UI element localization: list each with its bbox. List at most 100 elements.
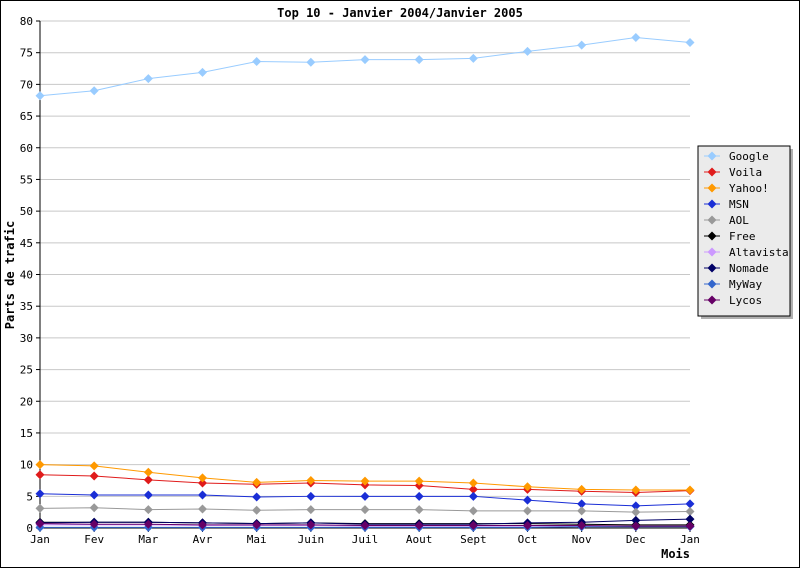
data-point [577,520,587,530]
data-point [252,520,262,530]
y-tick-label: 60 [20,142,33,155]
legend-swatch-marker [707,295,717,305]
data-point [414,520,424,530]
data-point [143,505,153,515]
data-point [631,501,641,511]
data-point [414,55,424,65]
legend-label: Nomade [729,262,769,275]
data-point [306,475,316,485]
data-point [685,499,695,509]
legend-swatch-marker [707,279,717,289]
data-point [523,506,532,516]
data-point [631,515,641,525]
data-point [631,32,641,42]
legend-swatch-marker [707,167,717,177]
data-point [198,67,207,77]
data-point [523,482,532,492]
y-tick-label: 75 [20,47,33,60]
grid-lines [40,20,690,529]
data-point [468,53,478,63]
y-tick-label: 5 [26,490,33,503]
data-point [252,57,262,67]
data-point [35,519,45,529]
data-point [89,519,99,529]
y-tick-label: 65 [20,110,33,123]
legend-swatch-marker [707,151,717,161]
data-point [89,461,99,471]
y-tick-label: 45 [20,237,33,250]
series-google [35,32,695,101]
data-point [685,521,695,531]
data-point [631,521,641,531]
data-point [360,476,370,486]
data-point [414,491,424,501]
data-point [631,485,641,495]
series-msn [35,489,695,511]
y-tick-label: 0 [26,522,33,535]
legend-label: Yahoo! [729,182,769,195]
data-point [198,520,207,530]
data-point [306,520,316,530]
y-tick-label: 70 [20,78,33,91]
data-point [143,519,153,529]
y-axis-label: Parts de trafic [3,221,17,329]
data-point [360,491,370,501]
data-point [577,40,587,50]
data-point [685,507,695,517]
chart-title: Top 10 - Janvier 2004/Janvier 2005 [277,6,523,20]
y-tick-label: 50 [20,205,33,218]
x-axis-ticks: Jan Fev Mar Avr Mai Juin Juil Aout Sept Oct Nov Dec… [30,528,700,546]
y-tick-label: 20 [20,395,33,408]
series-lycos [35,519,695,531]
y-tick-label: 10 [20,459,33,472]
data-point [89,86,99,96]
legend-label: MSN [729,198,749,211]
data-point [685,485,695,495]
data-point [577,499,587,509]
x-tick-label: Jan [30,533,50,546]
legend-label: Voila [729,166,762,179]
x-tick-label: Juil [352,533,379,546]
x-tick-label: Jan [680,533,700,546]
x-tick-label: Aout [406,533,433,546]
data-point [143,475,153,485]
data-point [252,492,262,502]
x-tick-label: Nov [572,533,592,546]
legend-label: Google [729,150,769,163]
data-point [143,74,153,84]
legend-label: Altavista [729,246,789,259]
legend-label: MyWay [729,278,762,291]
x-axis-label: Mois [661,547,690,561]
data-point [414,476,424,486]
legend-swatch-marker [707,247,717,257]
y-tick-label: 55 [20,173,33,186]
data-point [685,514,695,524]
y-tick-label: 30 [20,332,33,345]
data-point [414,505,424,515]
data-point [252,505,262,515]
x-tick-label: Mar [138,533,158,546]
data-point [35,503,45,513]
data-point [198,473,207,483]
data-point [198,478,207,488]
data-point [143,467,153,477]
data-point [306,491,316,501]
data-point [685,38,695,48]
data-point [360,55,370,65]
legend-swatch-marker [707,183,717,193]
legend-swatch-marker [707,231,717,241]
data-point [523,46,532,56]
data-point [198,490,207,500]
y-tick-label: 35 [20,300,33,313]
data-point [306,505,316,515]
legend-swatch-marker [707,263,717,273]
legend-label: Free [729,230,756,243]
data-point [306,57,316,67]
data-point [360,505,370,515]
x-tick-label: Avr [193,533,213,546]
data-point [89,471,99,481]
x-tick-label: Dec [626,533,646,546]
data-point [468,484,478,494]
data-point [35,470,45,480]
